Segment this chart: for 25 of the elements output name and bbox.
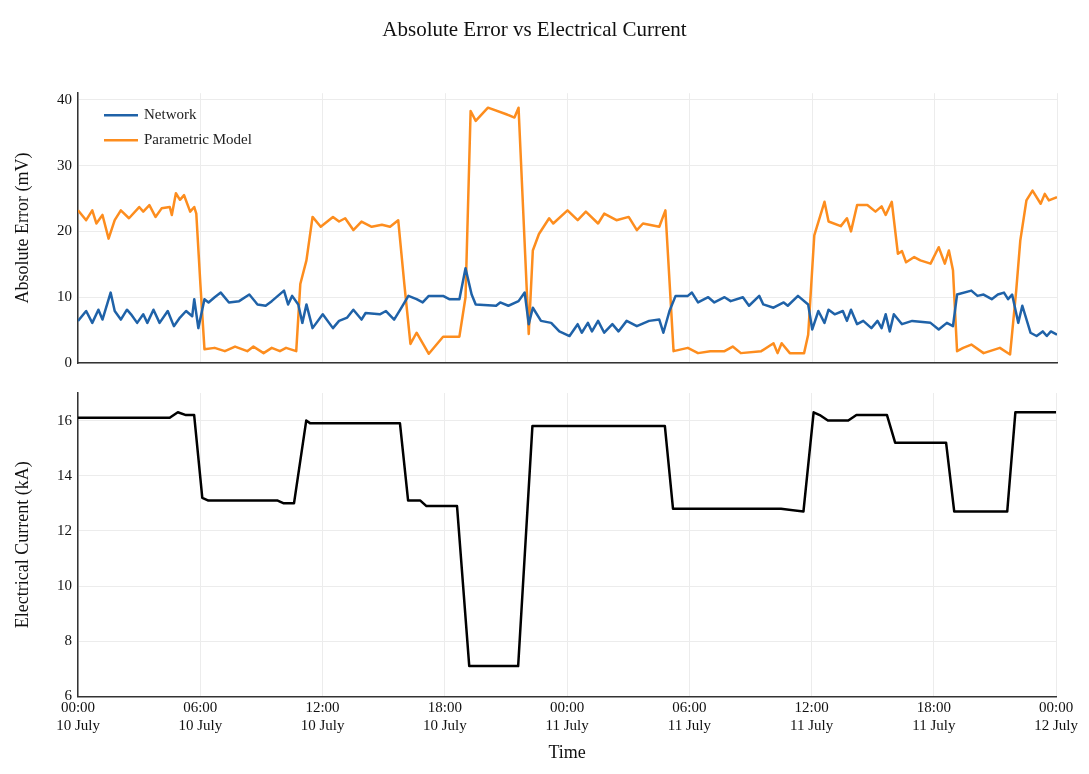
chart-title: Absolute Error vs Electrical Current [382, 17, 687, 42]
x-tick-label: 18:00 11 July [912, 699, 956, 734]
y-tick-label: 20 [57, 222, 72, 239]
x-tick-label: 00:00 11 July [545, 699, 590, 734]
y-axis-title: Absolute Error (mV) [11, 152, 33, 304]
x-tick-label: 06:00 11 July [667, 699, 712, 734]
legend-label: Parametric Model [144, 131, 252, 148]
y-tick-label: 16 [57, 411, 73, 428]
x-tick-label: 00:00 12 July [1034, 699, 1079, 734]
x-tick-label: 00:00 10 July [56, 699, 101, 734]
legend-label: Network [144, 106, 197, 123]
y-tick-label: 0 [64, 353, 72, 370]
y-tick-label: 40 [57, 90, 72, 107]
x-axis-title: Time [548, 741, 586, 762]
x-tick-label: 18:00 10 July [422, 699, 468, 734]
y-tick-label: 8 [64, 632, 72, 649]
y-tick-label: 10 [57, 288, 72, 305]
x-tick-label: 12:00 11 July [789, 699, 834, 734]
y-tick-label: 30 [57, 156, 72, 173]
y-axis-title: Electrical Current (kA) [11, 461, 33, 629]
y-tick-label: 14 [57, 466, 73, 483]
x-tick-label: 06:00 10 July [178, 699, 223, 734]
y-tick-label: 12 [57, 521, 72, 538]
y-tick-label: 10 [57, 577, 72, 594]
x-tick-label: 12:00 10 July [300, 699, 345, 734]
